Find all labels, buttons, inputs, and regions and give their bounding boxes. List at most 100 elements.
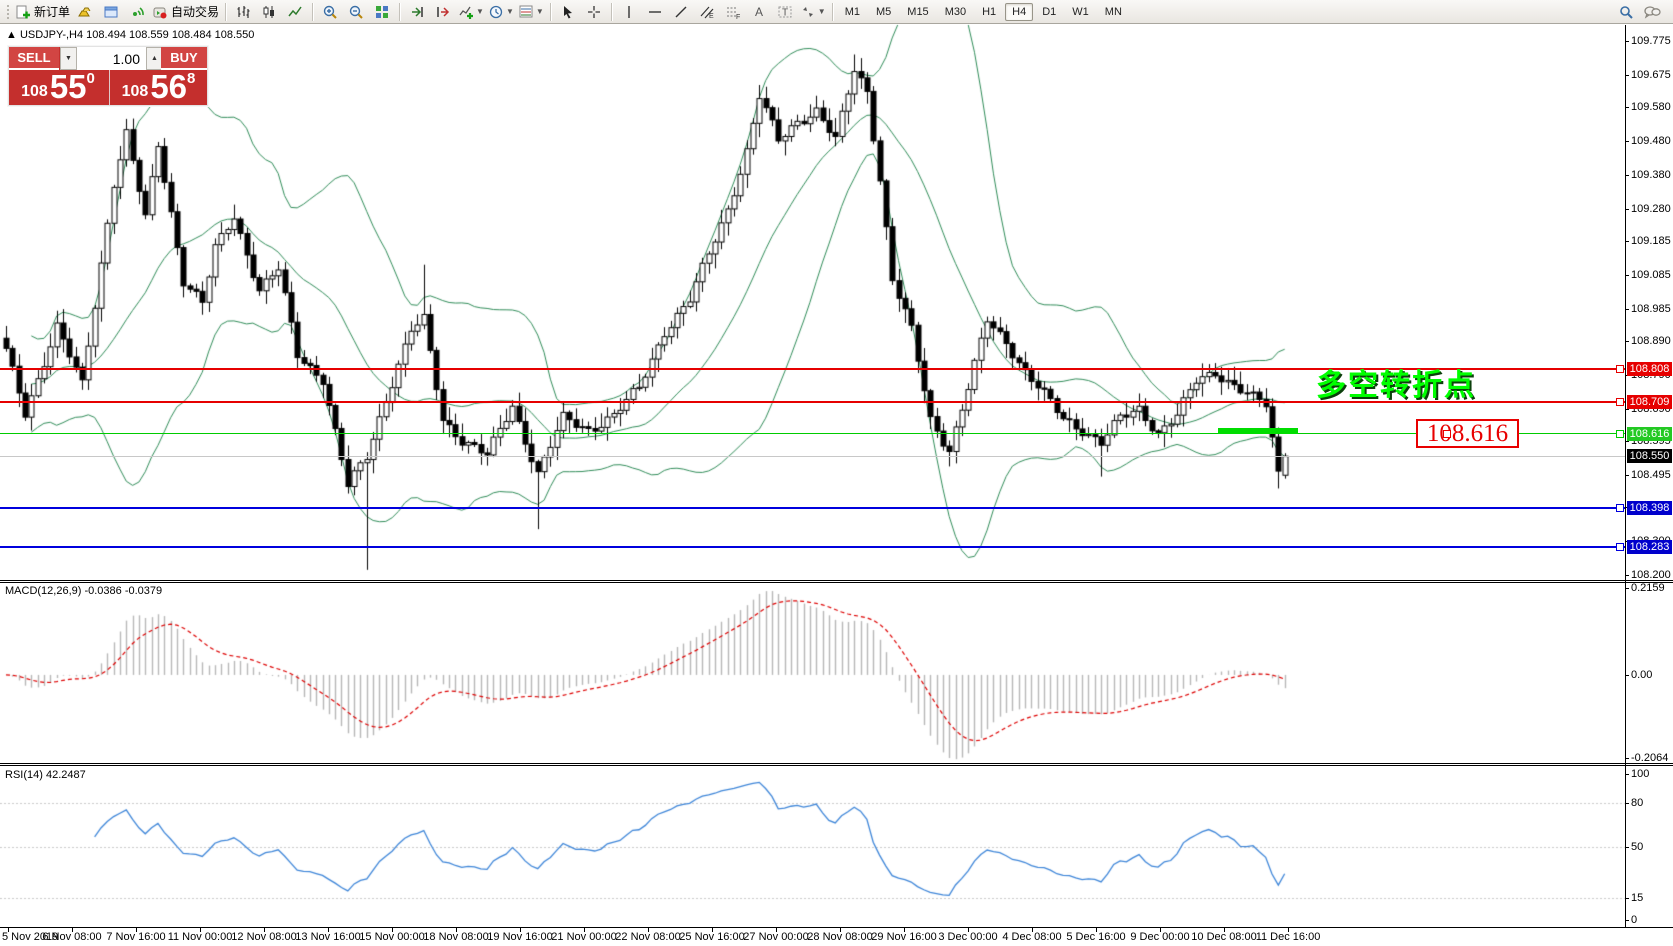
buy-button[interactable]: BUY (161, 47, 207, 70)
timeframe-group: M1 M5 M15 M30 H1 H4 D1 W1 MN (837, 2, 1130, 21)
macd-axis-tick-label: -0.2064 (1631, 752, 1669, 764)
timeframe-button-m5[interactable]: M5 (876, 5, 892, 18)
time-axis[interactable] (0, 927, 1673, 946)
panel-separator[interactable] (0, 582, 1673, 583)
gold-bars-button[interactable] (73, 1, 97, 23)
price-level-label: 108.709 (1627, 395, 1672, 410)
turning-point-annotation[interactable]: 多空转折点 (1316, 369, 1476, 402)
text-label-button[interactable]: T (773, 1, 797, 23)
timeframe-button-m30[interactable]: M30 (944, 5, 967, 18)
text-label-icon: T (777, 4, 793, 20)
toolbar-grip[interactable] (6, 3, 10, 20)
macd-axis-tick (1625, 587, 1629, 589)
tile-windows-button[interactable] (370, 1, 394, 23)
price-level-line[interactable] (0, 455, 1625, 457)
price-level-line[interactable] (0, 545, 1625, 548)
vertical-line-button[interactable] (617, 1, 641, 23)
timeframe-button-h1[interactable]: H1 (982, 5, 997, 18)
price-level-line[interactable] (0, 506, 1625, 509)
cursor-button[interactable] (556, 1, 580, 23)
level-end-marker[interactable] (1616, 503, 1624, 512)
zoom-in-button[interactable] (318, 1, 342, 23)
timeframe-button-m15[interactable]: M15 (907, 5, 929, 18)
bar-chart-button[interactable] (231, 1, 255, 23)
level-end-marker[interactable] (1616, 364, 1624, 373)
x-axis-tick (456, 928, 457, 932)
panel-separator[interactable] (0, 765, 1673, 766)
periods-button[interactable]: ▼ (487, 1, 515, 23)
sell-button[interactable]: SELL (9, 47, 59, 70)
level-end-marker[interactable] (1616, 542, 1624, 551)
timeframe-button-m1[interactable]: M1 (844, 5, 860, 18)
x-axis-tick-label: 21 Nov 00:00 (551, 931, 617, 943)
search-button[interactable] (1614, 1, 1638, 23)
y-axis-tick-label: 109.480 (1631, 134, 1671, 147)
symbol-collapse-icon[interactable]: ▲ (6, 29, 17, 41)
line-chart-button[interactable] (283, 1, 307, 23)
price-axis[interactable] (1625, 25, 1673, 927)
price-level-line[interactable] (0, 401, 1625, 404)
templates-button[interactable]: ▼ (517, 1, 545, 23)
signals-button[interactable] (125, 1, 149, 23)
zoom-out-icon (348, 4, 364, 20)
level-end-marker[interactable] (1616, 429, 1624, 438)
zoom-in-icon (322, 4, 338, 20)
macd-axis-tick (1625, 758, 1629, 759)
chart-title-text: USDJPY-,H4 108.494 108.559 108.484 108.5… (19, 29, 255, 41)
sell-price[interactable]: 108 55 0 (9, 70, 107, 105)
volume-increase-button[interactable]: ▲ (146, 47, 163, 70)
fibonacci-button[interactable]: F (721, 1, 745, 23)
panel-separator[interactable] (0, 763, 1673, 764)
volume-decrease-button[interactable]: ▼ (60, 47, 77, 70)
template-icon (518, 4, 534, 20)
chart-shift-button[interactable] (431, 1, 455, 23)
price-annotation-box[interactable]: 108.616 (1416, 419, 1519, 448)
timeframe-button-mn[interactable]: MN (1104, 5, 1122, 18)
crosshair-button[interactable] (582, 1, 606, 23)
indicators-button[interactable]: ▼ (457, 1, 485, 23)
price-level-label: 108.808 (1627, 361, 1672, 376)
chat-button[interactable] (1640, 1, 1664, 23)
equidistant-channel-button[interactable]: E (695, 1, 719, 23)
x-axis-tick (1096, 928, 1097, 932)
toolbar-separator (610, 2, 612, 21)
y-axis-tick (1625, 140, 1629, 142)
buy-price-pip: 8 (187, 70, 196, 87)
panel-separator[interactable] (0, 580, 1673, 581)
timeframe-button-d1[interactable]: D1 (1042, 5, 1057, 18)
x-axis-tick (1032, 928, 1033, 932)
price-level-line[interactable] (0, 433, 1625, 435)
highlight-segment[interactable] (1218, 428, 1298, 434)
x-axis-tick (136, 928, 137, 932)
buy-price[interactable]: 108 56 8 (109, 70, 207, 105)
volume-input[interactable] (77, 47, 146, 70)
price-level-line[interactable] (0, 367, 1625, 370)
arrows-button[interactable]: ▼ (799, 1, 827, 23)
x-axis-tick (1224, 928, 1225, 932)
cursor-icon (560, 4, 576, 20)
horizontal-line-button[interactable] (643, 1, 667, 23)
timeframe-button-h4[interactable]: H4 (1005, 2, 1034, 21)
y-axis-tick-label: 109.775 (1631, 34, 1671, 47)
add-indicator-icon (458, 4, 474, 20)
x-axis-tick-label: 19 Nov 16:00 (487, 931, 553, 943)
toolbar-right (1613, 1, 1665, 23)
new-order-label: 新订单 (34, 5, 71, 19)
chart-window-button[interactable] (99, 1, 123, 23)
level-end-marker[interactable] (1616, 398, 1624, 407)
chevron-down-icon: ▼ (817, 7, 826, 16)
y-axis-tick-label: 109.280 (1631, 202, 1671, 215)
zoom-out-button[interactable] (344, 1, 368, 23)
tile-windows-icon (374, 4, 390, 20)
auto-scroll-button[interactable] (405, 1, 429, 23)
y-axis-tick (1625, 574, 1629, 576)
autotrading-button[interactable]: 自动交易 (151, 1, 220, 23)
text-button[interactable]: A (747, 1, 771, 23)
new-order-button[interactable]: 新订单 (14, 1, 71, 23)
trendline-button[interactable] (669, 1, 693, 23)
candlestick-button[interactable] (257, 1, 281, 23)
x-axis-tick-label: 11 Nov 00:00 (167, 931, 233, 943)
timeframe-button-w1[interactable]: W1 (1072, 5, 1089, 18)
annotation-anchor-marker[interactable] (1443, 430, 1451, 438)
